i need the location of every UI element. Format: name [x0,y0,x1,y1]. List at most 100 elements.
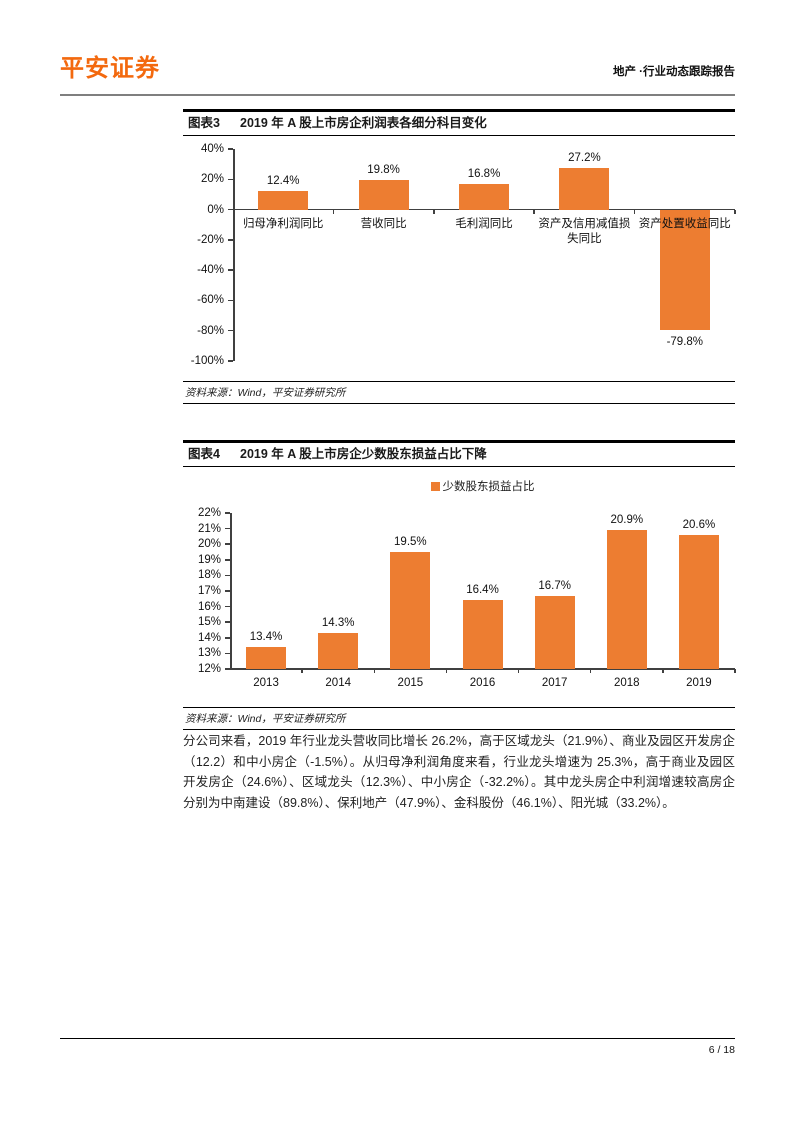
y-tick-label: -40% [197,264,224,277]
y-tick-label: 14% [197,631,221,644]
figure-3-source: 资料来源：Wind，平安证券研究所 [183,381,735,404]
x-axis-line [233,208,735,211]
bar-value-label: 12.4% [266,174,300,187]
chart-plot-area: 12.4% 归母净利润同比 19.8% 营收同比 16.8% 毛利润同比 27.2% 资产及信… [228,148,736,362]
bar-value-label: 16.4% [466,584,499,597]
y-tick-label: 19% [197,553,221,566]
figure-4-source: 资料来源：Wind，平安证券研究所 [183,707,735,730]
x-category-label: 归母净利润同比 [242,217,324,230]
x-category-label: 资产处置收益同比 [638,217,731,230]
y-tick-label: -80% [197,324,224,337]
y-axis-tick [225,590,230,592]
bar-value-label: 19.8% [367,163,400,176]
x-axis-tick [445,669,448,673]
y-tick-label: 22% [197,507,221,519]
y-axis-tick [228,208,233,211]
footer-divider [60,1038,735,1039]
x-category-label: 2015 [397,677,424,689]
y-axis-tick [225,637,230,639]
x-axis-tick [734,209,736,214]
y-axis-tick [228,269,233,271]
bar [358,179,409,210]
x-category-label: 2016 [469,677,496,689]
y-axis-tick [225,512,230,514]
bar [678,534,719,669]
y-tick-label: 20% [200,173,224,186]
y-axis-tick [225,668,230,670]
y-tick-label: 16% [197,600,221,613]
brand-logo: 平安证券 [60,55,160,82]
y-tick-label: 0% [207,203,224,216]
y-axis-tick [228,299,233,302]
figure-4-label: 图表4 [188,447,220,461]
y-tick-label: 15% [197,616,221,629]
y-axis-tick [225,605,230,608]
chart-legend: 少数股东损益占比 [230,478,735,494]
x-axis-tick [373,669,376,673]
x-axis-tick [433,209,435,214]
bar-value-label: 27.2% [568,152,601,165]
y-tick-label: 13% [197,647,221,660]
x-axis-tick [517,669,520,673]
y-tick-label: 21% [197,522,221,535]
y-axis-tick [225,543,230,545]
y-axis-tick [225,527,230,530]
bar [459,184,509,210]
x-axis-line [230,668,735,670]
y-axis-tick [228,148,233,150]
legend-color-swatch-icon [430,481,440,491]
y-axis-tick [228,239,233,241]
x-category-label: 2019 [686,677,712,689]
figure-3-title-bar: 图表3 2019 年 A 股上市房企利润表各细分科目变化 [183,109,735,136]
figure-3: 图表3 2019 年 A 股上市房企利润表各细分科目变化 12.4% 归母净利润同… [183,109,736,404]
figure-4: 图表4 2019 年 A 股上市房企少数股东损益占比下降 少数股东损益占比 13… [183,440,736,730]
profit-items-change-chart: 12.4% 归母净利润同比 19.8% 营收同比 16.8% 毛利润同比 27.2% 资产及信… [183,143,736,376]
y-tick-label: 20% [197,538,221,551]
y-axis-tick [228,360,233,362]
chart-plot-area: 13.4% 2013 14.3% 2014 19.5% 2015 16.4% 2016 16.7… [225,512,736,689]
y-axis-tick [225,574,230,577]
x-axis-tick [332,209,335,214]
bar-value-label: -79.8% [666,336,704,349]
bar-value-label: 19.5% [394,536,427,548]
x-category-label: 2018 [613,677,640,689]
bar [462,600,503,669]
bar-value-label: 20.9% [610,514,644,527]
x-category-label: 资产及信用减值损失同比 [538,217,631,245]
analysis-paragraph: 分公司来看，2019 年行业龙头营收同比增长 26.2%，高于区域龙头（21.9… [183,734,735,810]
y-tick-label: -20% [197,233,224,246]
x-category-label: 2013 [253,677,279,689]
header-divider [60,94,735,96]
bar-value-label: 13.4% [249,631,283,644]
y-axis-tick [228,329,233,332]
x-category-label: 毛利润同比 [455,217,513,230]
bar-value-label: 16.8% [467,168,501,181]
x-axis-tick [734,669,736,673]
y-tick-label: 18% [197,569,221,582]
bar-value-label: 14.3% [321,617,355,630]
y-tick-label: -60% [197,294,224,307]
y-axis-tick [225,652,230,655]
figure-4-title-bar: 图表4 2019 年 A 股上市房企少数股东损益占比下降 [183,440,735,467]
y-axis-tick [225,621,230,623]
x-category-label: 2014 [325,677,351,689]
figure-3-title: 2019 年 A 股上市房企利润表各细分科目变化 [240,116,487,130]
x-axis-tick [589,669,592,673]
y-tick-label: 12% [197,663,221,675]
y-axis-tick [225,559,230,561]
x-axis-tick [662,669,664,673]
minority-interest-share-chart: 13.4% 2013 14.3% 2014 19.5% 2015 16.4% 2016 16.7… [183,507,736,695]
bar [534,595,575,669]
x-category-label: 2017 [541,677,568,689]
y-tick-label: -100% [190,355,224,367]
figure-3-label: 图表3 [188,116,220,130]
y-axis-tick [228,178,233,181]
y-tick-label: 40% [200,143,224,155]
x-axis-tick [633,209,636,214]
bar [659,209,710,331]
bar [258,190,309,210]
bar [606,530,647,669]
x-category-label: 营收同比 [360,217,407,230]
bar [246,647,287,669]
bar-value-label: 16.7% [538,579,571,592]
